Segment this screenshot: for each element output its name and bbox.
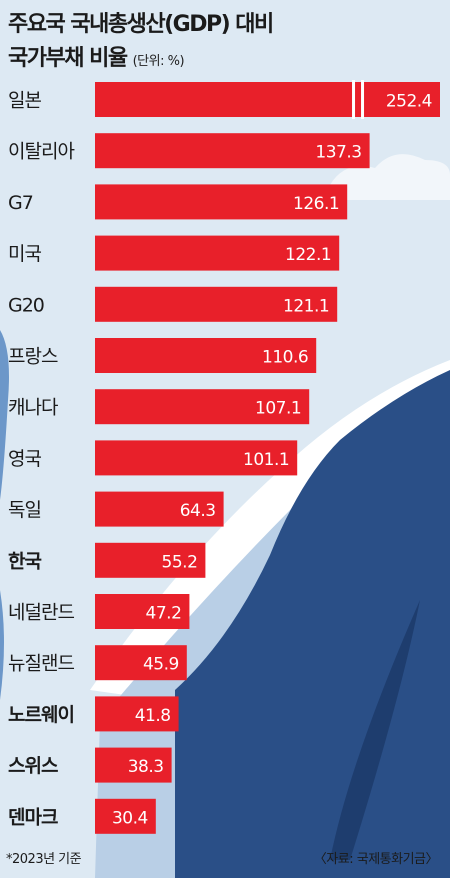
category-label: 영국 bbox=[8, 448, 41, 470]
bar-value-label: 252.4 bbox=[386, 92, 432, 112]
unit-label: (단위: %) bbox=[132, 54, 185, 69]
category-label: G20 bbox=[8, 294, 44, 316]
axis-break-mark bbox=[361, 80, 365, 119]
bar bbox=[95, 747, 172, 783]
bar bbox=[95, 645, 187, 681]
bar bbox=[95, 542, 206, 578]
chart-title-line2-text: 국가부채 비율 bbox=[8, 46, 128, 71]
bar-value-label: 137.3 bbox=[315, 143, 361, 163]
bar-value-label: 122.1 bbox=[285, 245, 331, 265]
bar bbox=[95, 696, 179, 732]
category-label: 미국 bbox=[8, 243, 41, 265]
category-label: 캐나다 bbox=[8, 397, 58, 419]
bar-value-label: 101.1 bbox=[243, 450, 289, 470]
category-label: 뉴질랜드 bbox=[8, 653, 74, 675]
bar bbox=[95, 491, 224, 527]
bar bbox=[95, 235, 340, 271]
footnote-source: 〈자료: 국제통화기금〉 bbox=[313, 852, 439, 867]
category-label: 일본 bbox=[8, 90, 41, 112]
bar-value-label: 121.1 bbox=[283, 296, 329, 316]
bar bbox=[95, 286, 338, 322]
bar-value-label: 45.9 bbox=[143, 655, 179, 675]
bar bbox=[95, 338, 317, 373]
bar-value-label: 110.6 bbox=[262, 348, 308, 368]
bar-value-label: 126.1 bbox=[293, 194, 339, 214]
bar-value-label: 107.1 bbox=[255, 399, 301, 419]
bar bbox=[95, 798, 156, 834]
bar bbox=[95, 594, 190, 629]
bar bbox=[95, 440, 298, 476]
bar-value-label: 38.3 bbox=[128, 757, 164, 777]
footnote-base-year: *2023년 기준 bbox=[6, 852, 82, 867]
bar-value-label: 55.2 bbox=[162, 552, 198, 572]
category-label: 독일 bbox=[8, 499, 41, 521]
bar-value-label: 41.8 bbox=[135, 706, 171, 726]
bar-value-label: 64.3 bbox=[180, 501, 216, 521]
category-label: 노르웨이 bbox=[8, 704, 74, 726]
category-label: 이탈리아 bbox=[8, 141, 74, 163]
bar bbox=[95, 82, 440, 117]
chart-title-line1: 주요국 국내총생산(GDP) 대비 bbox=[8, 12, 274, 37]
category-label: G7 bbox=[8, 192, 33, 214]
category-label: 덴마크 bbox=[8, 806, 58, 828]
category-label: 프랑스 bbox=[8, 346, 58, 368]
category-label: 네덜란드 bbox=[8, 602, 74, 624]
chart-title-line2: 국가부채 비율 (단위: %) bbox=[8, 40, 185, 72]
bar-value-label: 30.4 bbox=[112, 808, 148, 828]
bar-value-label: 47.2 bbox=[146, 604, 182, 624]
bar bbox=[95, 184, 348, 220]
category-label: 스위스 bbox=[8, 755, 58, 777]
bar bbox=[95, 133, 370, 169]
category-label: 한국 bbox=[8, 550, 41, 572]
bar bbox=[95, 389, 310, 425]
axis-break-mark bbox=[352, 80, 356, 119]
